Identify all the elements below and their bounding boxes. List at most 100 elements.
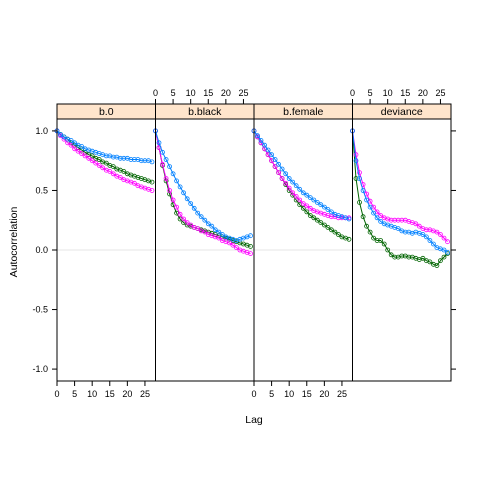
data-point [420, 255, 426, 261]
data-point [283, 180, 289, 186]
data-point [378, 218, 384, 224]
x-tick-label: 20 [319, 389, 329, 399]
data-point [395, 217, 401, 223]
data-point [441, 247, 447, 253]
data-point [230, 242, 236, 248]
data-point [174, 178, 180, 184]
data-point [392, 254, 398, 260]
x-tick-label: 10 [383, 88, 393, 98]
data-point [304, 209, 310, 215]
data-point [276, 161, 282, 167]
data-point [423, 234, 429, 240]
y-tick-label: -1.0 [32, 364, 48, 374]
data-point [177, 184, 183, 190]
data-point [293, 193, 299, 199]
x-tick-label: 10 [186, 88, 196, 98]
data-point [406, 254, 412, 260]
strips-layer: b.0 b.black b.female deviance [56, 103, 452, 120]
data-point [279, 166, 285, 172]
data-point [381, 241, 387, 247]
panel-strip [352, 103, 452, 120]
data-point [276, 170, 282, 176]
data-point [167, 191, 173, 197]
x-tick-label: 20 [221, 88, 231, 98]
data-point [311, 215, 317, 221]
data-point [89, 153, 95, 159]
x-tick-label: 0 [153, 88, 158, 98]
x-tick-label: 5 [269, 389, 274, 399]
data-point [441, 235, 447, 241]
data-point [360, 214, 366, 220]
data-point [181, 190, 187, 196]
data-point [110, 171, 116, 177]
x-tick-label: 15 [105, 389, 115, 399]
y-tick-label: 1.0 [35, 126, 48, 136]
data-point [325, 224, 331, 230]
data-point [367, 204, 373, 210]
data-point [149, 179, 155, 185]
data-point [96, 157, 102, 162]
data-point [371, 235, 377, 241]
data-point [89, 158, 95, 164]
data-point [346, 216, 352, 222]
data-point [307, 205, 313, 211]
data-point [212, 227, 218, 233]
data-point [402, 229, 408, 235]
data-point [321, 222, 327, 228]
data-point [300, 190, 306, 196]
data-point [128, 157, 134, 162]
data-point [269, 152, 275, 158]
data-point [413, 221, 419, 227]
data-point [265, 147, 271, 153]
data-point [371, 204, 377, 210]
data-point [434, 229, 440, 235]
x-tick-label: 25 [337, 389, 347, 399]
data-point [184, 220, 190, 226]
data-point [311, 197, 317, 203]
data-point [202, 229, 208, 235]
data-point [364, 223, 370, 229]
data-point [96, 162, 102, 168]
data-point [353, 176, 359, 181]
data-point [248, 243, 253, 249]
data-point [374, 238, 380, 243]
data-point [110, 154, 116, 160]
data-point [290, 190, 296, 196]
data-point [79, 143, 84, 149]
y-axis-title: Autocorrelation [8, 207, 20, 278]
panel-strip-label: b.0 [99, 106, 114, 118]
data-point [307, 195, 313, 201]
data-point [262, 142, 268, 148]
data-point [156, 140, 162, 146]
x-tick-label: 5 [368, 88, 373, 98]
data-point [357, 176, 362, 181]
data-point [100, 165, 106, 171]
x-tick-label: 20 [418, 88, 428, 98]
data-point [149, 159, 155, 165]
data-point [304, 203, 310, 209]
data-point [195, 210, 201, 216]
data-point [378, 213, 384, 218]
data-point [335, 232, 341, 237]
data-point [388, 217, 394, 223]
data-point [167, 188, 173, 193]
data-point [371, 210, 377, 216]
data-point [163, 157, 169, 162]
data-point [233, 245, 239, 251]
data-point [360, 188, 366, 193]
data-point [181, 216, 187, 222]
data-point [297, 197, 303, 203]
data-point [399, 217, 405, 223]
data-point [427, 259, 433, 265]
data-point [191, 205, 197, 211]
data-point [430, 241, 436, 247]
series-layer [54, 128, 450, 268]
data-point [103, 160, 109, 166]
data-point [314, 217, 320, 223]
data-point [138, 158, 144, 164]
x-tick-label: 15 [203, 88, 213, 98]
data-point [265, 152, 271, 158]
x-tick-label: 5 [171, 88, 176, 98]
data-point [290, 179, 296, 185]
